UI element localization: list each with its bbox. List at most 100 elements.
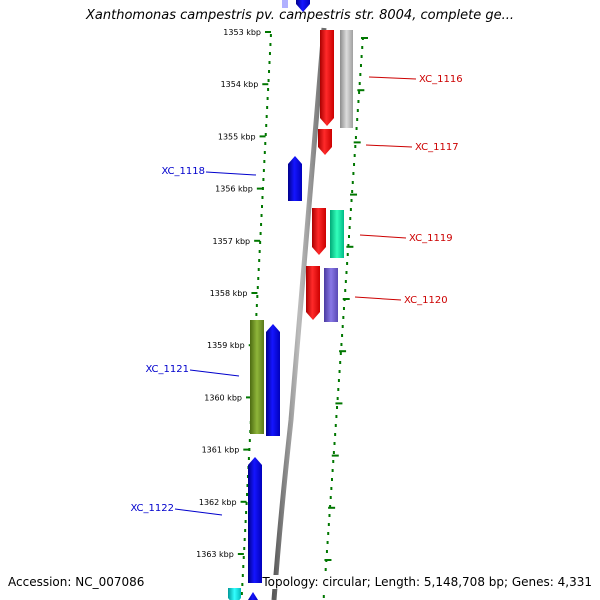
track-dot-inner [268, 70, 271, 73]
track-dot-outer [352, 172, 355, 175]
gene-label[interactable]: XC_1118 [161, 166, 205, 177]
track-dot-inner [261, 205, 264, 208]
track-dot-outer [353, 163, 356, 166]
track-dot-outer [353, 154, 356, 157]
track-dot-inner [256, 286, 259, 289]
gene-leader-line [174, 508, 223, 516]
track-dot-inner [255, 313, 258, 316]
accession-text: Accession: NC_007086 [8, 575, 145, 589]
gene-label[interactable]: XC_1116 [419, 74, 463, 85]
track-dot-outer [346, 262, 349, 265]
feature-lightblue-top[interactable] [282, 0, 288, 8]
gene-xc-1121[interactable] [266, 324, 280, 436]
track-dot-outer [329, 505, 332, 508]
track-dot-inner [244, 529, 247, 532]
track-dot-outer [327, 523, 330, 526]
track-dot-inner [243, 547, 246, 550]
track-dot-outer [360, 55, 363, 58]
track-dot-inner [266, 106, 269, 109]
track-dot-outer [355, 127, 358, 130]
track-dot-outer [340, 343, 343, 346]
gene-xc-1122[interactable] [248, 457, 262, 583]
track-dot-outer [361, 46, 364, 49]
track-dot-outer [348, 226, 351, 229]
ruler-tick-label: 1355 kbp [218, 132, 256, 141]
track-dot-outer [356, 118, 359, 121]
track-dot-inner [266, 97, 269, 100]
track-dot-outer [329, 496, 332, 499]
gene-labels[interactable]: XC_1116 XC_1117 XC_1118 XC_1119 XC_1120 XC_11… [130, 74, 463, 516]
other-features[interactable] [228, 0, 353, 600]
track-dot-inner [248, 448, 251, 451]
gene-leader-line [354, 296, 402, 301]
ruler-tick-label: 1362 kbp [199, 498, 237, 507]
gene-xc-1120[interactable] [306, 266, 320, 320]
gene-xc-1118[interactable] [288, 156, 302, 201]
track-dot-outer [330, 487, 333, 490]
gene-xc-1119[interactable] [312, 208, 326, 255]
track-dot-outer [342, 316, 345, 319]
feature-slate[interactable] [324, 268, 338, 322]
track-dot-inner [259, 232, 262, 235]
track-dot-outer [333, 442, 336, 445]
gene-features[interactable] [248, 30, 334, 583]
track-dot-inner [268, 61, 271, 64]
feature-blue-bottom[interactable] [248, 592, 258, 600]
gene-label[interactable]: XC_1122 [130, 503, 174, 514]
track-dot-inner [255, 304, 258, 307]
gene-label[interactable]: XC_1120 [404, 295, 448, 306]
track-dot-outer [350, 199, 353, 202]
track-dot-inner [244, 520, 247, 523]
track-dot-inner [257, 277, 260, 280]
track-dot-inner [243, 538, 246, 541]
track-dot-outer [344, 280, 347, 283]
gene-xc-1116[interactable] [320, 30, 334, 126]
track-dot-inner [262, 178, 265, 181]
track-dot-inner [258, 250, 261, 253]
feature-gray[interactable] [340, 30, 353, 128]
track-dot-inner [245, 502, 248, 505]
track-dot-inner [267, 79, 270, 82]
feature-cyan[interactable] [228, 588, 241, 600]
feature-olive[interactable] [250, 320, 264, 434]
track-dot-inner [257, 268, 260, 271]
track-dot-inner [246, 484, 249, 487]
track-dot-inner [264, 133, 267, 136]
track-dot-outer [337, 379, 340, 382]
track-dot-outer [339, 352, 342, 355]
track-dot-inner [267, 88, 270, 91]
track-dot-inner [268, 52, 271, 55]
gene-label[interactable]: XC_1119 [409, 233, 453, 244]
track-dot-inner [241, 574, 244, 577]
track-dot-outer [325, 550, 328, 553]
feature-blue-top[interactable] [296, 0, 310, 12]
track-dot-inner [261, 196, 264, 199]
gene-label[interactable]: XC_1121 [145, 364, 189, 375]
ruler-tick-label: 1361 kbp [202, 446, 240, 455]
track-dot-outer [349, 208, 352, 211]
track-dot-inner [269, 43, 272, 46]
gene-leader-line [368, 76, 417, 80]
track-dot-inner [263, 160, 266, 163]
track-dot-outer [327, 532, 330, 535]
gene-leader-line [365, 144, 413, 148]
track-dot-outer [334, 424, 337, 427]
track-dot-inner [258, 259, 261, 262]
gene-xc-1117[interactable] [318, 129, 332, 155]
gene-leader-line [359, 234, 407, 239]
ruler-tick-label: 1359 kbp [207, 341, 245, 350]
track-dot-outer [357, 100, 360, 103]
track-dot-outer [346, 253, 349, 256]
track-dot-outer [334, 433, 337, 436]
track-dot-outer [356, 109, 359, 112]
track-dot-inner [241, 583, 244, 586]
gene-label[interactable]: XC_1117 [415, 142, 459, 153]
ruler-tick-label: 1360 kbp [204, 393, 242, 402]
track-dot-inner [256, 295, 259, 298]
track-dot-inner [260, 214, 263, 217]
track-dot-outer [339, 361, 342, 364]
track-dot-outer [335, 415, 338, 418]
feature-teal[interactable] [330, 210, 344, 258]
